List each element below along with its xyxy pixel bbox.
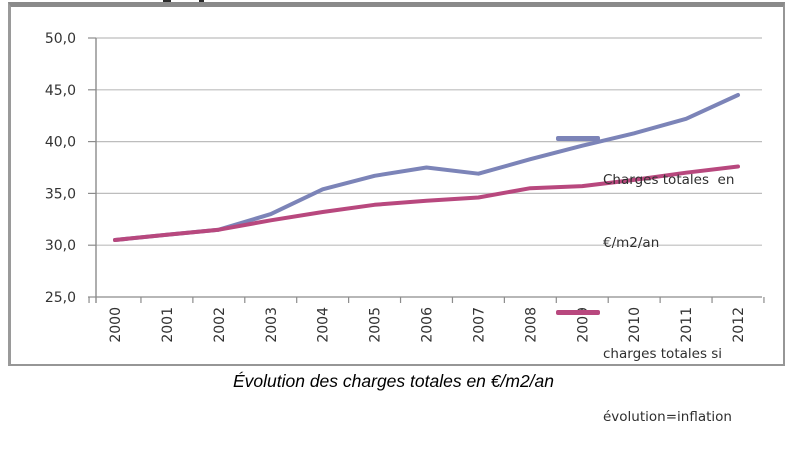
cropped-text-remnant	[163, 0, 171, 3]
x-tick-label: 2007	[471, 307, 487, 343]
legend-label: Charges totales en €/m2/an	[603, 128, 734, 296]
x-tick-label: 2002	[212, 307, 228, 343]
legend-label-line: évolution=inflation	[603, 409, 732, 425]
legend-label-line: charges totales si	[603, 346, 723, 362]
chart-frame	[8, 2, 785, 366]
legend-label-line: €/m2/an	[603, 235, 660, 251]
line-chart-plot-area: 25,0 30,0 35,0 40,0 45,0 50,0 2000 2001 2002 2003…	[45, 31, 765, 343]
y-tick-label: 35,0	[45, 186, 76, 202]
x-tick-label: 2012	[731, 307, 747, 343]
x-tick-label: 2008	[523, 307, 539, 343]
chart-caption: Évolution des charges totales en €/m2/an	[232, 371, 555, 391]
y-tick-label: 50,0	[45, 31, 76, 47]
chart-figure: 25,0 30,0 35,0 40,0 45,0 50,0 2000 2001 2002 2003…	[8, 0, 785, 425]
x-tick-label: 2010	[627, 307, 643, 343]
x-tick-label: 2000	[108, 307, 124, 343]
legend-item-charges-totales: Charges totales en €/m2/an	[556, 128, 774, 296]
x-tick-label: 2004	[316, 307, 332, 343]
x-tick-label: 2009	[575, 307, 591, 343]
x-tick-label: 2006	[420, 307, 436, 343]
x-tick-label: 2001	[160, 307, 176, 343]
series-line-1	[113, 164, 740, 242]
chart-legend: Charges totales en €/m2/an charges total…	[556, 128, 774, 476]
x-tick-label: 2011	[679, 307, 695, 343]
y-tick-label: 25,0	[45, 290, 76, 306]
legend-label-line: Charges totales en	[603, 172, 735, 188]
y-tick-label: 45,0	[45, 83, 76, 99]
x-tick-label: 2003	[264, 307, 280, 343]
legend-line-sample-pink	[556, 310, 600, 315]
x-tick-label: 2005	[368, 307, 384, 343]
y-tick-label: 30,0	[45, 238, 76, 254]
cropped-text-remnant	[199, 0, 204, 3]
y-tick-label: 40,0	[45, 135, 76, 151]
legend-line-sample-blue	[556, 136, 600, 141]
